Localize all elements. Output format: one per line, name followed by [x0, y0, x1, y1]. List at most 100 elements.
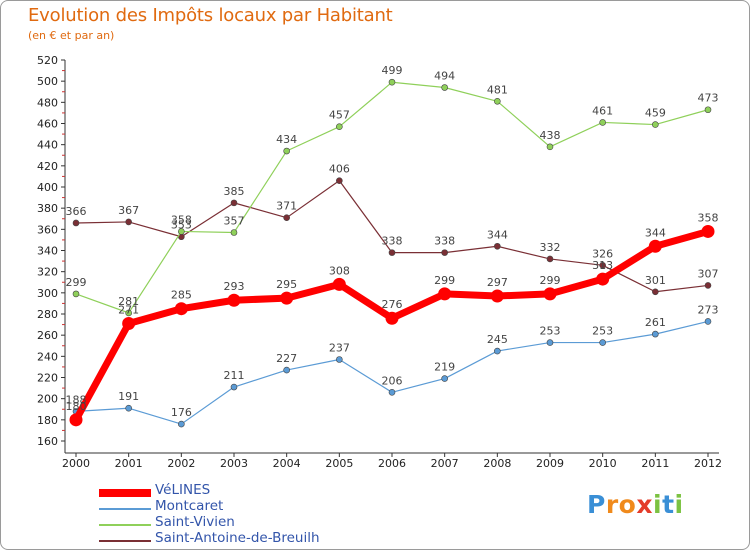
data-label: 299: [540, 274, 561, 287]
legend-label: Saint-Antoine-de-Breuilh: [155, 530, 320, 546]
data-point: [596, 272, 610, 286]
data-label: 227: [276, 352, 297, 365]
data-point: [125, 309, 132, 317]
x-tick-label: 2006: [378, 457, 406, 470]
data-point: [174, 302, 188, 316]
legend-label: VéLINES: [155, 482, 211, 498]
y-tick-label: 160: [37, 435, 58, 448]
x-tick-label: 2005: [325, 457, 353, 470]
y-tick-label: 440: [37, 139, 58, 152]
data-point: [336, 123, 343, 130]
x-tick-label: 2011: [641, 457, 669, 470]
y-tick-label: 180: [37, 414, 58, 427]
data-label: 301: [645, 274, 666, 287]
data-point: [336, 356, 343, 363]
data-point: [648, 239, 662, 253]
data-label: 344: [487, 228, 508, 241]
data-point: [178, 228, 185, 235]
data-label: 434: [276, 133, 297, 146]
data-label: 499: [382, 64, 403, 77]
data-point: [72, 219, 80, 227]
data-label: 344: [645, 226, 666, 239]
data-point: [69, 413, 83, 427]
legend-swatch: [99, 489, 151, 497]
y-tick-label: 500: [37, 75, 58, 88]
data-label: 353: [171, 219, 192, 232]
data-label: 338: [382, 235, 403, 248]
data-point: [227, 293, 241, 307]
data-point: [336, 177, 343, 184]
data-point: [490, 289, 504, 303]
data-point: [72, 290, 80, 298]
data-label: 245: [487, 333, 508, 346]
legend-swatch: [99, 508, 151, 510]
data-label: 293: [224, 280, 245, 293]
data-label: 457: [329, 109, 350, 122]
data-point: [599, 262, 606, 269]
y-tick-label: 380: [37, 202, 58, 215]
data-point: [441, 375, 448, 382]
data-label: 461: [592, 104, 613, 117]
data-label: 299: [434, 274, 455, 287]
data-point: [701, 224, 715, 238]
data-label: 273: [698, 303, 719, 316]
data-point: [543, 287, 557, 301]
legend-label: Saint-Vivien: [155, 514, 235, 530]
x-tick-label: 2004: [273, 457, 301, 470]
legend-swatch: [99, 524, 151, 526]
data-point: [438, 287, 452, 301]
y-tick-label: 300: [37, 287, 58, 300]
data-point: [280, 291, 294, 305]
data-label: 385: [224, 185, 245, 198]
data-label: 271: [118, 304, 139, 317]
x-tick-label: 2012: [694, 457, 722, 470]
series-line: [75, 81, 709, 314]
data-point: [230, 229, 238, 236]
data-label: 295: [276, 278, 297, 291]
y-tick-label: 460: [37, 118, 58, 131]
data-point: [704, 106, 712, 114]
data-label: 459: [645, 107, 666, 120]
y-tick-label: 340: [37, 245, 58, 258]
data-label: 358: [171, 213, 192, 226]
data-point: [388, 78, 396, 86]
data-point: [441, 84, 448, 91]
data-label: 180: [66, 400, 87, 413]
data-point: [283, 366, 290, 374]
data-point: [125, 404, 132, 412]
y-tick-label: 200: [37, 393, 58, 406]
y-tick-label: 320: [37, 266, 58, 279]
data-label: 438: [540, 129, 561, 142]
data-label: 494: [434, 70, 455, 83]
data-label: 219: [434, 361, 455, 374]
data-label: 367: [118, 204, 139, 217]
data-label: 188: [66, 393, 87, 406]
y-tick-label: 520: [37, 54, 58, 67]
x-tick-label: 2007: [431, 457, 459, 470]
data-label: 211: [224, 369, 245, 382]
data-label: 338: [434, 235, 455, 248]
x-tick-label: 2003: [220, 457, 248, 470]
data-label: 332: [540, 241, 561, 254]
chart-title: Evolution des Impôts locaux par Habitant: [28, 5, 393, 26]
data-point: [494, 242, 501, 250]
data-label: 326: [592, 247, 613, 260]
data-label: 358: [698, 211, 719, 224]
data-point: [230, 199, 238, 207]
x-tick-label: 2010: [589, 457, 617, 470]
data-label: 191: [118, 390, 139, 403]
data-label: 253: [592, 325, 613, 338]
data-label: 313: [592, 259, 613, 272]
data-point: [704, 318, 712, 325]
data-point: [125, 218, 132, 226]
data-point: [441, 249, 448, 256]
data-point: [494, 97, 501, 105]
data-label: 176: [171, 406, 192, 419]
data-point: [122, 317, 136, 331]
y-tick-label: 360: [37, 223, 58, 236]
data-point: [494, 347, 501, 355]
y-tick-label: 260: [37, 329, 58, 342]
x-tick-label: 2008: [483, 457, 511, 470]
x-tick-label: 2001: [115, 457, 143, 470]
